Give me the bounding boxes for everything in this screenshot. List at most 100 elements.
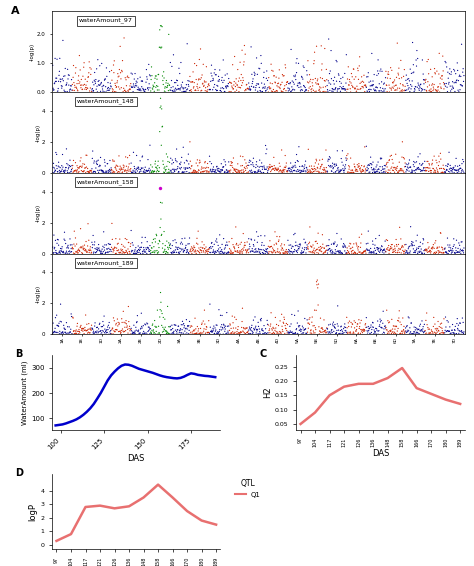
Point bbox=[202, 325, 210, 334]
Point bbox=[143, 166, 150, 175]
Point bbox=[423, 87, 430, 96]
Point bbox=[370, 84, 378, 93]
Point bbox=[116, 248, 124, 257]
Point bbox=[428, 243, 436, 252]
Point bbox=[402, 76, 410, 85]
Point bbox=[342, 248, 350, 258]
Point bbox=[162, 323, 169, 332]
Point bbox=[173, 164, 181, 173]
Point bbox=[240, 168, 247, 177]
Point bbox=[295, 321, 302, 331]
Point bbox=[266, 84, 273, 93]
Point bbox=[81, 326, 88, 335]
Point bbox=[98, 166, 105, 175]
Point bbox=[55, 329, 63, 338]
Point bbox=[447, 246, 454, 255]
Point bbox=[69, 168, 77, 177]
Point bbox=[430, 168, 438, 177]
Point bbox=[140, 86, 148, 95]
Point bbox=[428, 72, 436, 82]
Point bbox=[235, 87, 243, 96]
Point bbox=[423, 157, 431, 166]
Point bbox=[195, 329, 203, 338]
Point bbox=[454, 85, 462, 95]
Point bbox=[82, 162, 90, 171]
Point bbox=[56, 317, 64, 326]
Point bbox=[303, 164, 310, 173]
Point bbox=[173, 329, 181, 338]
Point bbox=[57, 329, 65, 338]
Point bbox=[182, 244, 189, 253]
Point bbox=[151, 322, 159, 331]
Point bbox=[352, 72, 360, 82]
Point bbox=[254, 238, 261, 247]
Point bbox=[329, 248, 337, 258]
Point bbox=[122, 75, 130, 84]
Point bbox=[319, 165, 327, 174]
Point bbox=[198, 70, 206, 79]
Point bbox=[214, 164, 222, 173]
Point bbox=[159, 80, 167, 89]
Point bbox=[455, 165, 462, 174]
Point bbox=[318, 244, 325, 253]
Point bbox=[125, 238, 133, 247]
Point bbox=[73, 247, 80, 256]
Point bbox=[192, 324, 200, 333]
Point bbox=[391, 86, 399, 95]
Point bbox=[347, 239, 355, 248]
Point bbox=[435, 152, 443, 161]
Point bbox=[168, 86, 176, 95]
Point bbox=[142, 78, 150, 87]
Point bbox=[71, 326, 79, 335]
Point bbox=[77, 321, 85, 330]
Point bbox=[417, 165, 424, 174]
Point bbox=[92, 248, 100, 257]
Point bbox=[382, 167, 390, 176]
Point bbox=[201, 86, 209, 95]
Point bbox=[54, 235, 61, 244]
Point bbox=[153, 323, 160, 332]
Point bbox=[49, 319, 57, 328]
Point bbox=[201, 244, 208, 253]
Point bbox=[241, 155, 248, 164]
Point bbox=[395, 158, 403, 167]
Point bbox=[58, 242, 66, 251]
Point bbox=[84, 242, 91, 251]
Point bbox=[374, 55, 382, 65]
Point bbox=[445, 79, 453, 88]
Point bbox=[365, 168, 373, 177]
Point bbox=[269, 67, 277, 76]
Point bbox=[412, 82, 419, 91]
Point bbox=[87, 166, 94, 175]
Point bbox=[210, 329, 218, 338]
Point bbox=[54, 328, 62, 337]
Point bbox=[91, 241, 98, 250]
Point bbox=[165, 238, 173, 247]
Point bbox=[399, 138, 406, 147]
Point bbox=[219, 83, 226, 92]
Point bbox=[267, 167, 274, 176]
Point bbox=[168, 321, 176, 330]
Point bbox=[272, 164, 279, 173]
Point bbox=[137, 156, 144, 165]
Point bbox=[85, 248, 93, 257]
Point bbox=[209, 324, 217, 333]
Point bbox=[178, 83, 185, 92]
Point bbox=[307, 247, 315, 256]
Point bbox=[60, 167, 67, 176]
Point bbox=[282, 321, 289, 330]
Point bbox=[138, 76, 146, 85]
Point bbox=[259, 165, 266, 174]
Point bbox=[427, 168, 435, 177]
Point bbox=[404, 81, 411, 90]
Point bbox=[281, 163, 288, 172]
Point bbox=[63, 79, 71, 88]
Point bbox=[337, 165, 345, 174]
Point bbox=[211, 166, 219, 175]
Point bbox=[142, 320, 149, 329]
Point bbox=[371, 168, 378, 177]
Point bbox=[220, 320, 228, 329]
Point bbox=[403, 247, 411, 256]
Point bbox=[259, 245, 267, 254]
Point bbox=[144, 83, 152, 92]
